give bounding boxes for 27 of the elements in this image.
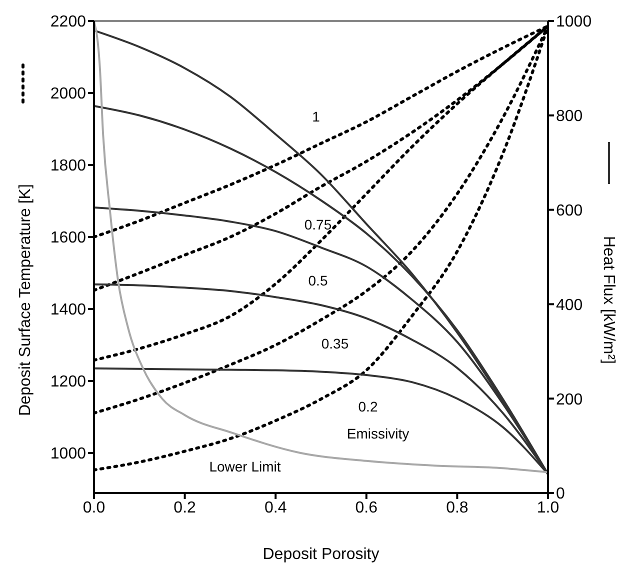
- annotation: 0.5: [308, 272, 328, 289]
- y2-tick-label: 600: [556, 202, 583, 220]
- y2-tick-label: 1000: [556, 14, 592, 31]
- y-tick-label: 1200: [50, 374, 86, 391]
- annotation: 0.75: [304, 216, 332, 233]
- y-tick-label: 1600: [50, 230, 86, 247]
- y2-tick-label: 400: [556, 296, 583, 314]
- x-tick-label: 0.0: [82, 499, 106, 516]
- annotation: Lower Limit: [209, 458, 281, 475]
- annotation: 0.2: [358, 398, 378, 415]
- x-tick-label: 0.4: [264, 499, 287, 516]
- annotation: 1: [312, 108, 320, 125]
- y-tick-label: 2000: [50, 86, 86, 103]
- y2-tick-label: 200: [556, 391, 583, 408]
- y-tick-label: 1800: [50, 158, 86, 175]
- x-tick-label: 0.2: [174, 499, 196, 516]
- y2-tick-label: 800: [556, 108, 583, 126]
- y-axis-title: Deposit Surface Temperature [K]: [17, 184, 34, 416]
- x-axis-title: Deposit Porosity: [262, 546, 380, 563]
- x-tick-label: 0.8: [446, 499, 468, 516]
- annotation: 0.35: [321, 336, 349, 352]
- y-tick-label: 1000: [50, 446, 86, 463]
- y2-axis-title: Heat Flux [kW/m²]: [600, 236, 617, 364]
- y-tick-label: 1400: [50, 302, 86, 319]
- x-tick-label: 0.6: [355, 499, 378, 516]
- annotation: Emissivity: [346, 426, 410, 442]
- y-tick-label: 2200: [50, 14, 86, 31]
